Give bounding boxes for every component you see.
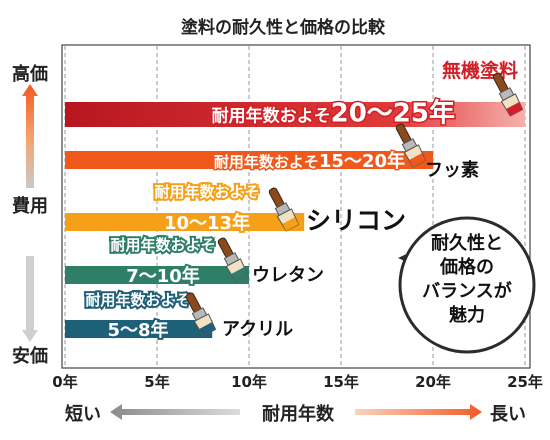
y-arrow-down-icon bbox=[22, 256, 38, 342]
bar-duration-label: 耐用年数およそ15～20年 bbox=[214, 150, 405, 172]
bar-duration-range: 7～10年 bbox=[126, 265, 200, 287]
callout-line: 耐久性と bbox=[431, 232, 503, 254]
bar-duration-range: 5～8年 bbox=[107, 319, 168, 341]
x-axis-label: 耐用年数 bbox=[262, 403, 335, 425]
x-tick-label: 5年 bbox=[144, 373, 169, 391]
x-tick-label: 25年 bbox=[507, 373, 543, 391]
y-bottom-label: 安価 bbox=[12, 345, 48, 367]
category-label: 無機塗料 bbox=[442, 59, 518, 82]
bar bbox=[65, 266, 249, 284]
plot-frame bbox=[61, 44, 531, 369]
category-label: ウレタン bbox=[252, 265, 324, 286]
bar bbox=[65, 320, 213, 338]
x-tick-label: 15年 bbox=[323, 373, 359, 391]
bar-duration-prefix: 耐用年数およそ bbox=[214, 153, 319, 171]
x-tick-label: 10年 bbox=[231, 373, 267, 391]
bar-duration-prefix: 耐用年数およそ bbox=[154, 183, 259, 201]
callout-circle bbox=[398, 216, 536, 354]
annotation-callout: 耐久性と価格のバランスが魅力 bbox=[398, 216, 536, 354]
paint-brush-icon bbox=[217, 237, 249, 282]
category-label: シリコン bbox=[306, 206, 406, 235]
bar bbox=[65, 151, 433, 169]
paint-brush-icon bbox=[185, 292, 217, 337]
paint-brush-icon bbox=[268, 187, 300, 232]
x-left-label: 短い bbox=[65, 403, 101, 425]
bar-duration-prefix: 耐用年数およそ bbox=[212, 106, 331, 127]
paint-brush-icon bbox=[395, 123, 427, 168]
x-tick-label: 20年 bbox=[415, 373, 451, 391]
paint-brush-icon bbox=[492, 72, 524, 117]
y-top-label: 高価 bbox=[12, 63, 48, 85]
callout-text: 耐久性と価格のバランスが魅力 bbox=[422, 232, 512, 326]
bar-duration-range: 15～20年 bbox=[319, 150, 405, 172]
bar bbox=[65, 213, 305, 231]
bar bbox=[65, 102, 525, 127]
category-label: フッ素 bbox=[425, 160, 479, 181]
callout-line: 価格の bbox=[439, 256, 494, 278]
x-arrow-left-icon bbox=[110, 404, 240, 420]
x-tick-label: 0年 bbox=[52, 373, 77, 391]
bar-duration-label: 耐用年数およそ20～25年 bbox=[212, 98, 455, 129]
bar-duration-prefix: 耐用年数およそ bbox=[110, 236, 215, 254]
bar-duration-range: 10～13年 bbox=[164, 212, 250, 234]
bar-duration-prefix: 耐用年数およそ bbox=[85, 291, 190, 309]
x-right-label: 長い bbox=[490, 404, 526, 425]
callout-line: バランスが bbox=[422, 280, 512, 302]
bar-duration-range: 20～25年 bbox=[331, 98, 455, 129]
x-arrow-right-icon bbox=[355, 404, 482, 420]
callout-line: 魅力 bbox=[449, 304, 485, 326]
y-axis-label: 費用 bbox=[12, 195, 48, 217]
chart-title: 塗料の耐久性と価格の比較 bbox=[181, 17, 386, 38]
y-arrow-up-icon bbox=[22, 84, 38, 188]
category-label: アクリル bbox=[222, 319, 293, 340]
x-tick-labels: 0年 5年 10年 15年 20年 25年 bbox=[52, 373, 543, 391]
